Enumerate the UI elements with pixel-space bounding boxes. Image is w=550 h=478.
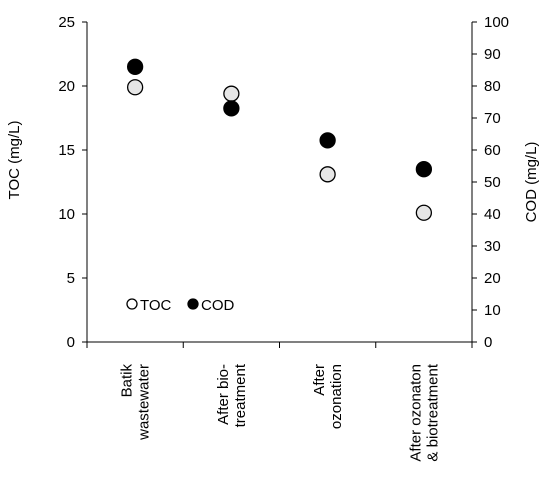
category-label: After bio-treatment [215,363,249,427]
legend: TOC COD [126,297,235,314]
right-tick-label: 0 [484,334,492,351]
right-tick-label: 20 [484,270,501,287]
left-tick-label: 15 [58,142,75,159]
right-axis-ticks: 0 10 20 30 40 50 60 70 80 90 100 [472,14,509,351]
right-tick-label: 60 [484,142,501,159]
right-tick-label: 70 [484,110,501,127]
left-tick-label: 0 [67,334,75,351]
left-axis-title: TOC (mg/L) [6,121,23,200]
category-labels: Batikwastewater After bio-treatment Aftero… [119,363,442,461]
right-tick-label: 80 [484,78,501,95]
toc-point [223,85,240,102]
left-axis-ticks: 0 5 10 15 20 25 [58,14,87,351]
left-tick-label: 20 [58,78,75,95]
right-tick-label: 40 [484,206,501,223]
category-label: Batikwastewater [119,364,153,441]
cod-point [415,161,433,178]
cod-point [223,100,240,117]
right-axis-title: COD (mg/L) [523,142,540,223]
right-tick-label: 90 [484,46,501,63]
right-tick-label: 100 [484,14,509,31]
left-tick-label: 5 [67,270,75,287]
left-tick-label: 25 [58,14,75,31]
legend-label-cod: COD [201,297,235,314]
legend-marker-cod [187,298,199,310]
category-label: After ozonaton& biotreatment [407,363,441,461]
left-tick-label: 10 [58,206,75,223]
right-tick-label: 10 [484,302,501,319]
category-label: Afterozonation [311,364,345,429]
legend-marker-toc [126,298,138,310]
toc-point [415,204,433,221]
cod-point [126,58,144,75]
toc-point [319,166,336,183]
right-tick-label: 30 [484,238,501,255]
data-points [126,58,433,221]
right-tick-label: 50 [484,174,501,191]
cod-point [319,132,336,149]
toc-point [126,79,144,96]
legend-label-toc: TOC [140,297,172,314]
